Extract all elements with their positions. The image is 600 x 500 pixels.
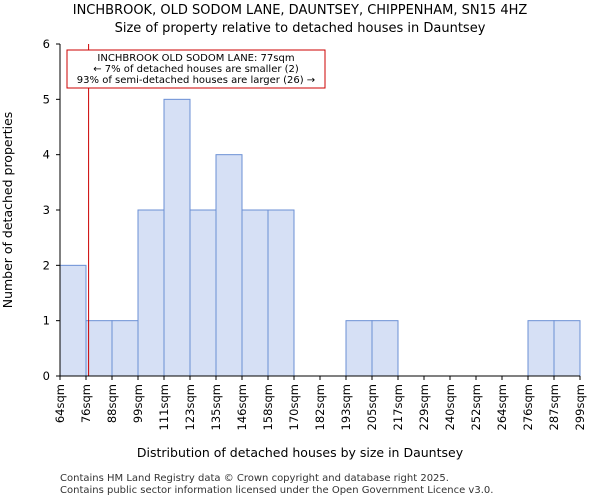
annotation-line-3: 93% of semi-detached houses are larger (… (77, 75, 315, 86)
y-tick-label: 1 (43, 314, 50, 328)
bar-111sqm (163, 98, 191, 377)
x-tick-label: 99sqm (131, 384, 145, 423)
y-axis-label: Number of detached properties (0, 112, 15, 309)
x-axis-ticks: 64sqm 76sqm 88sqm 99sqm 111sqm 123sqm 135sqm 14… (53, 376, 587, 430)
bar-series (59, 98, 581, 377)
bar-64sqm (59, 264, 87, 377)
footer-line-2: Contains public sector information licen… (60, 485, 493, 496)
y-tick-label: 3 (43, 203, 50, 217)
x-tick-label: 146sqm (235, 384, 249, 430)
x-tick-label: 217sqm (391, 384, 405, 430)
x-tick-label: 158sqm (261, 384, 275, 430)
x-tick-label: 193sqm (339, 384, 353, 430)
chart-title: INCHBROOK, OLD SODOM LANE, DAUNTSEY, CHI… (73, 3, 528, 18)
bar-193sqm (345, 320, 373, 377)
annotation-line-1: INCHBROOK OLD SODOM LANE: 77sqm (97, 53, 294, 64)
bar-287sqm (553, 320, 581, 377)
bar-99sqm (137, 209, 165, 377)
x-tick-label: 276sqm (521, 384, 535, 430)
x-axis-label: Distribution of detached houses by size … (137, 445, 464, 460)
y-axis-ticks: 0 1 2 3 4 5 6 (43, 37, 60, 383)
x-tick-label: 205sqm (365, 384, 379, 430)
bar-76sqm (85, 320, 113, 377)
bar-146sqm (241, 209, 269, 377)
x-tick-label: 240sqm (443, 384, 457, 430)
y-tick-label: 0 (43, 369, 50, 383)
y-tick-label: 6 (43, 37, 50, 51)
x-tick-label: 123sqm (183, 384, 197, 430)
y-tick-label: 4 (43, 148, 50, 162)
x-tick-label: 88sqm (105, 384, 119, 423)
x-tick-label: 170sqm (287, 384, 301, 430)
bar-158sqm (267, 209, 295, 377)
x-tick-label: 299sqm (573, 384, 587, 430)
bar-205sqm (371, 320, 399, 377)
x-tick-label: 287sqm (547, 384, 561, 430)
x-tick-label: 64sqm (53, 384, 67, 423)
bar-88sqm (111, 320, 139, 377)
bar-123sqm (189, 209, 217, 377)
bar-135sqm (215, 154, 243, 377)
x-tick-label: 76sqm (79, 384, 93, 423)
y-tick-label: 5 (43, 92, 50, 106)
x-tick-label: 264sqm (495, 384, 509, 430)
x-tick-label: 252sqm (469, 384, 483, 430)
x-tick-label: 182sqm (313, 384, 327, 430)
bar-276sqm (527, 320, 555, 377)
chart-subtitle: Size of property relative to detached ho… (115, 21, 486, 36)
annotation-line-2: ← 7% of detached houses are smaller (2) (93, 64, 299, 75)
annotation-box (66, 49, 326, 89)
y-tick-label: 2 (43, 258, 50, 272)
x-tick-label: 111sqm (157, 384, 171, 430)
footer-line-1: Contains HM Land Registry data © Crown c… (60, 473, 449, 484)
x-tick-label: 229sqm (417, 384, 431, 430)
x-tick-label: 135sqm (209, 384, 223, 430)
